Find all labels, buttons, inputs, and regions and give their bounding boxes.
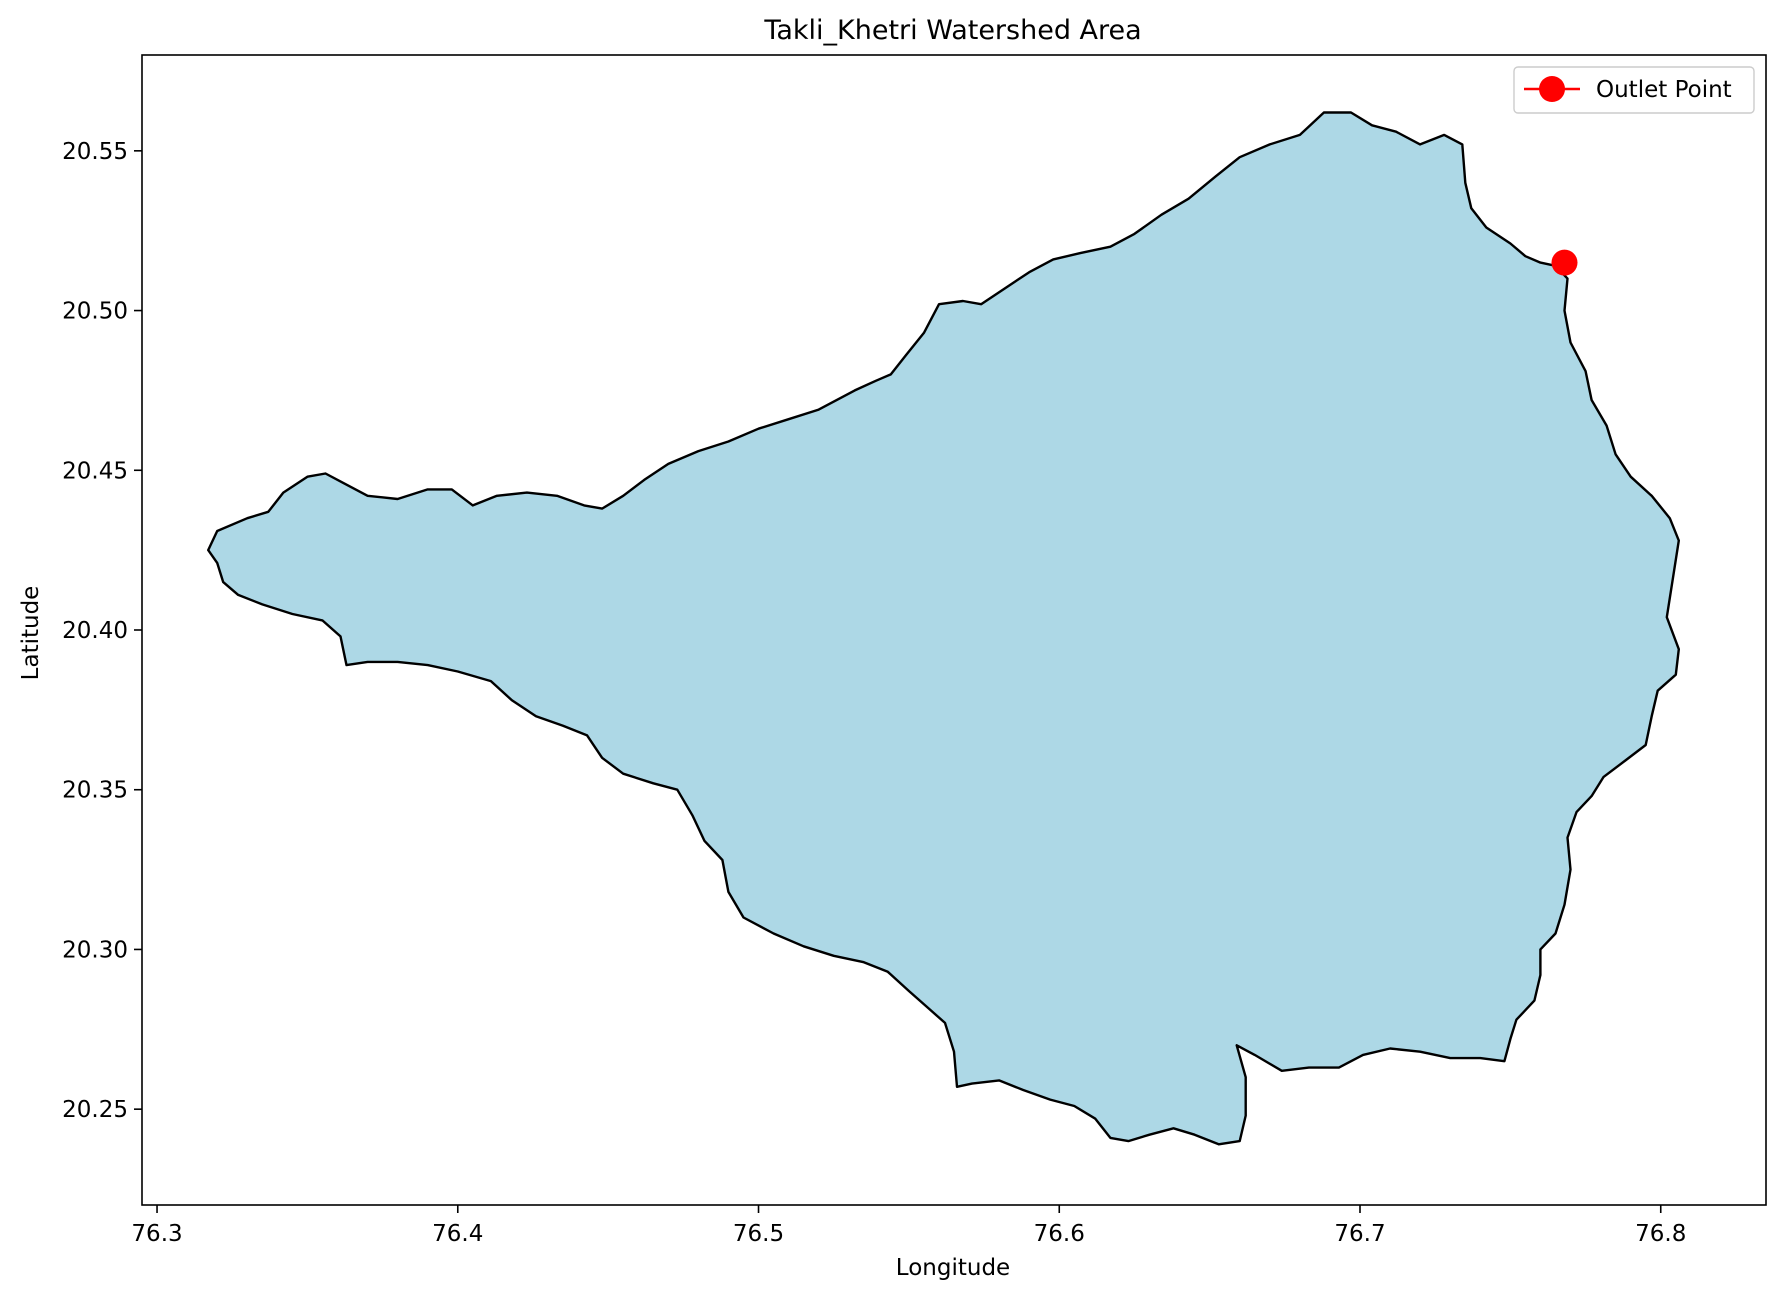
- y-tick-label: 20.50: [62, 299, 128, 325]
- legend-marker: [1539, 76, 1565, 102]
- y-tick-label: 20.30: [62, 937, 128, 963]
- x-axis: 76.3 76.4 76.5 76.6 76.7 76.8: [131, 1205, 1686, 1247]
- legend-label-outlet-point: Outlet Point: [1596, 77, 1732, 103]
- x-tick-label: 76.6: [1034, 1221, 1085, 1247]
- watershed-polygon: [207, 111, 1680, 1146]
- x-tick-label: 76.8: [1635, 1221, 1686, 1247]
- y-tick-label: 20.40: [62, 618, 128, 644]
- x-tick-label: 76.4: [432, 1221, 483, 1247]
- x-tick-label: 76.7: [1334, 1221, 1385, 1247]
- x-tick-label: 76.3: [131, 1221, 182, 1247]
- plot-area: [207, 111, 1680, 1146]
- y-tick-label: 20.25: [62, 1097, 128, 1123]
- y-axis-label: Latitude: [18, 586, 44, 681]
- y-tick-label: 20.35: [62, 778, 128, 804]
- chart-title: Takli_Khetri Watershed Area: [763, 15, 1141, 46]
- outlet-point-marker: [1551, 249, 1578, 276]
- x-axis-label: Longitude: [896, 1255, 1010, 1281]
- y-axis: 20.25 20.30 20.35 20.40 20.45 20.50 20.55: [62, 139, 142, 1123]
- y-tick-label: 20.55: [62, 139, 128, 165]
- y-tick-label: 20.45: [62, 458, 128, 484]
- legend-box: [1513, 66, 1755, 114]
- legend: Outlet Point: [1513, 66, 1755, 114]
- x-tick-label: 76.5: [733, 1221, 784, 1247]
